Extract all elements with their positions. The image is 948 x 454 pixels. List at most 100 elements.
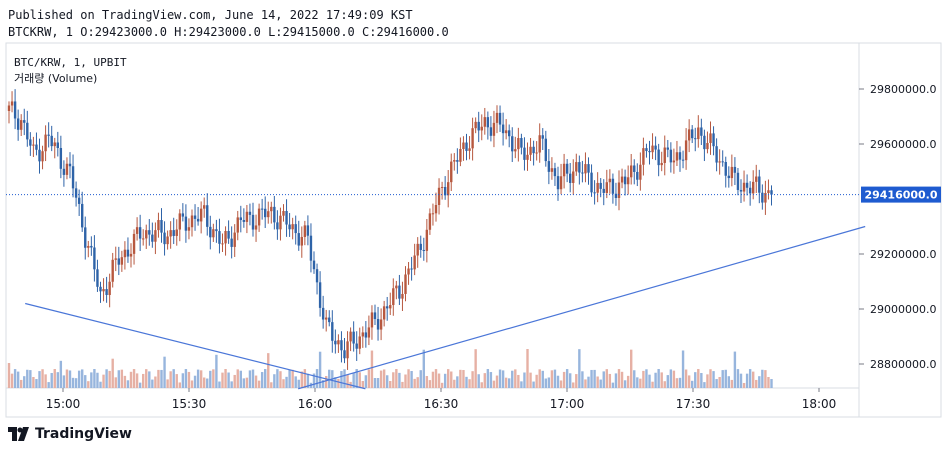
candle-body — [407, 268, 410, 275]
candle-body — [361, 332, 364, 337]
volume-bar — [285, 376, 288, 388]
volume-bar — [32, 376, 35, 388]
candle-body — [727, 175, 730, 179]
candle-body — [559, 176, 563, 190]
candle-body — [745, 182, 749, 188]
volume-bar — [126, 380, 130, 388]
volume-bar — [260, 372, 264, 388]
candle-body — [556, 176, 560, 190]
candle-body — [358, 336, 361, 349]
candle-body — [132, 233, 136, 254]
volume-bar — [520, 381, 523, 388]
candle-body — [459, 148, 462, 162]
candle-body — [770, 190, 773, 195]
candle-body — [203, 205, 206, 209]
time-tick-label: 18:00 — [802, 397, 837, 411]
candle-body — [480, 126, 483, 131]
candle-body — [517, 138, 520, 150]
volume-bar — [450, 371, 453, 388]
volume-bar — [428, 380, 432, 388]
candle-body — [401, 293, 404, 299]
candle-body — [654, 145, 657, 150]
volume-bar — [7, 363, 11, 388]
candle-body — [443, 186, 447, 196]
volume-bar — [325, 376, 328, 388]
candle-body — [68, 163, 72, 167]
trendline[interactable] — [298, 225, 866, 390]
volume-bar — [630, 349, 633, 388]
candle-body — [257, 208, 261, 226]
candle-body — [379, 319, 383, 330]
candle-body — [748, 187, 752, 194]
volume-bar — [663, 381, 666, 388]
volume-bar — [59, 360, 63, 388]
volume-bar — [239, 370, 242, 388]
volume-bar — [373, 378, 377, 388]
volume-bar — [245, 377, 249, 388]
candle-body — [166, 236, 169, 245]
trendlines[interactable] — [25, 225, 866, 390]
trendline[interactable] — [25, 302, 366, 390]
candle-body — [312, 260, 316, 270]
candle-body — [642, 148, 645, 165]
price-axis[interactable]: 29800000.0 29600000.0 29200000.0 29000000.0… — [859, 83, 936, 371]
candle-body — [227, 230, 230, 239]
time-axis[interactable]: 15:00 15:30 16:00 16:30 17:00 17:30 18:00 — [46, 388, 837, 411]
candle-body — [681, 159, 685, 161]
candle-body — [645, 148, 648, 151]
volume-bar — [315, 369, 319, 388]
volume-bar — [352, 372, 355, 388]
candle-body — [300, 236, 303, 246]
volume-bar — [681, 350, 685, 388]
candle-body — [306, 225, 310, 236]
volume-bar — [599, 379, 602, 388]
candle-body — [761, 192, 764, 203]
volume-bar — [556, 375, 560, 388]
volume-bar — [193, 375, 197, 388]
candle-body — [639, 164, 642, 180]
volume-bar — [486, 369, 490, 388]
candle-body — [541, 135, 544, 139]
candle-body — [764, 193, 767, 203]
volume-bar — [694, 372, 697, 388]
volume-bar — [367, 369, 371, 388]
tradingview-logo[interactable]: TradingView — [8, 426, 132, 442]
candle-body — [90, 245, 93, 248]
candle-body — [605, 182, 608, 193]
candle-body — [87, 245, 90, 248]
candle-body — [562, 163, 566, 177]
volume-bar — [517, 374, 520, 388]
volume-bar — [16, 371, 20, 388]
candle-body — [270, 206, 273, 212]
volume-bar — [166, 379, 169, 388]
candle-body — [148, 230, 151, 235]
candle-body — [395, 285, 398, 289]
volume-bar — [132, 369, 136, 388]
candle-body — [337, 340, 340, 345]
volume-bar — [511, 370, 514, 388]
candle-body — [581, 172, 584, 174]
volume-bar — [434, 369, 438, 388]
volume-bar — [453, 379, 456, 388]
volume-bar — [288, 370, 291, 388]
candle-body — [142, 238, 145, 240]
volume-bar — [642, 370, 645, 388]
volume-bar — [657, 369, 660, 388]
candle-body — [56, 142, 59, 148]
volume-bar — [163, 356, 166, 388]
candle-body — [718, 161, 721, 163]
volume-bar — [47, 382, 50, 388]
candle-body — [547, 161, 551, 172]
candle-body — [501, 124, 505, 134]
volume-bar — [321, 380, 325, 388]
volume-bar — [276, 369, 279, 388]
volume-bar — [135, 373, 139, 388]
volume-bar — [721, 370, 724, 388]
candle-body — [752, 181, 755, 194]
volume-bar — [669, 369, 673, 388]
volume-bar — [306, 373, 310, 388]
volume-bar — [26, 369, 29, 388]
volume-bar — [578, 349, 581, 388]
volume-bar — [215, 354, 218, 388]
